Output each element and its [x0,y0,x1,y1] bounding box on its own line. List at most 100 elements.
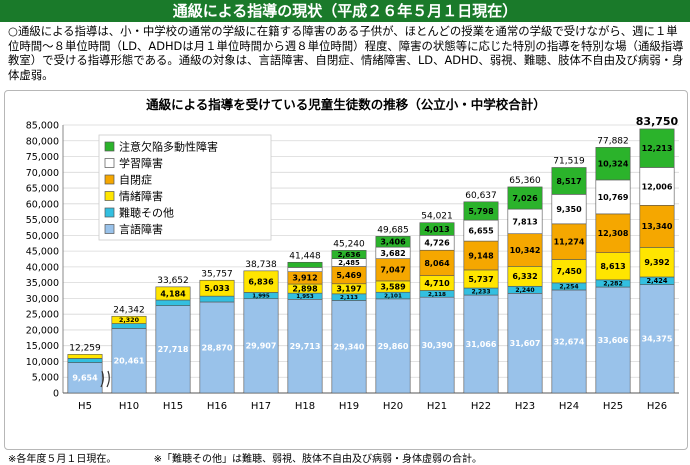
data-label: 34,375 [642,335,673,344]
bar-segment [243,298,279,394]
bar-segment [639,284,675,394]
footnote-1: ※各年度５月１日現在。 [8,454,117,465]
x-tick-label: H15 [163,401,183,412]
data-label: 7,026 [512,194,538,203]
axis-break-mark [106,370,110,388]
data-label: 29,340 [334,343,365,352]
bar-segment [67,354,103,359]
data-label: 2,424 [647,277,668,285]
bar-segment [551,167,587,195]
bar-segment [639,205,675,248]
bar-segment [287,299,323,394]
y-tick-label: 80,000 [26,136,59,147]
data-label: 8,064 [424,259,450,268]
bar-segment [639,247,675,278]
legend-swatch [104,174,115,185]
data-label: 29,907 [246,342,277,351]
bar-segment [463,201,499,221]
data-label: 2,320 [119,317,140,324]
y-tick-label: 25,000 [26,310,59,321]
bar-segment [199,295,235,303]
data-label: 2,282 [603,281,623,288]
data-label: 12,213 [642,144,673,153]
data-label: 7,450 [556,267,582,276]
y-tick-label: 75,000 [26,152,59,163]
bar-segment [419,249,455,276]
data-label: 3,682 [380,249,405,258]
x-tick-label: H23 [515,401,535,412]
data-label: 9,350 [556,205,582,214]
total-label: 71,519 [553,157,585,167]
data-label: 28,870 [202,343,233,352]
x-tick-label: H24 [559,401,579,412]
bar-segment [551,289,587,394]
x-tick-label: H21 [427,401,447,412]
data-label: 1,995 [252,294,270,300]
y-tick-label: 45,000 [26,247,59,258]
y-tick-label: 15,000 [26,341,59,352]
bar-segment [595,213,631,253]
bar-segment [331,300,367,394]
data-label: 3,406 [380,238,406,247]
data-label: 2,254 [559,284,578,291]
data-label: 6,836 [248,278,274,287]
x-tick-label: H18 [295,401,315,412]
data-label: 9,654 [72,374,98,383]
data-label: 31,607 [510,339,541,348]
y-tick-label: 70,000 [26,168,59,179]
data-label: 29,860 [378,342,409,351]
data-label: 29,713 [290,342,321,351]
bar-segment [111,315,147,324]
x-tick-label: H25 [603,401,623,412]
total-label: 41,448 [289,251,321,261]
data-label: 13,340 [642,222,673,231]
legend-label: 自閉症 [119,173,152,187]
data-label: 5,737 [468,275,493,284]
data-label: 3,589 [380,282,406,291]
x-tick-label: H20 [383,401,403,412]
x-tick-label: H5 [78,401,92,412]
data-label: 10,769 [598,193,629,202]
data-label: 12,308 [598,229,629,238]
footnotes: ※各年度５月１日現在。 ※「難聴その他」は難聴、弱視、肢体不自由及び病弱・身体虚… [8,450,516,465]
footnote-2: ※「難聴その他」は難聴、弱視、肢体不自由及び病弱・身体虚弱の合計。 [153,454,482,465]
y-tick-label: 60,000 [26,199,59,210]
x-tick-label: H22 [471,401,491,412]
bar-segment [463,240,499,271]
data-label: 3,912 [292,274,317,283]
data-label: 2,113 [340,295,358,301]
data-label: 5,798 [468,207,494,216]
legend-swatch [104,224,115,234]
axis-break-mark [100,370,104,388]
data-label: 5,469 [336,271,362,280]
bar-segment [287,261,323,268]
legend-swatch [104,141,115,152]
data-label: 12,006 [642,182,673,191]
data-label: 7,047 [380,266,405,275]
x-tick-label: H26 [647,401,667,412]
total-label: 24,342 [113,305,145,315]
total-label: 83,750 [636,115,679,128]
bar-segment [287,267,323,272]
bar-segment [67,362,103,394]
bar-segment [199,279,235,297]
bar-segment [243,270,279,293]
data-label: 27,718 [158,345,189,354]
data-label: 2,240 [515,287,534,294]
bar-segment [331,250,367,259]
total-label: 38,738 [245,260,277,270]
data-label: 2,485 [338,259,360,267]
data-label: 8,517 [556,177,581,186]
data-label: 33,606 [598,336,629,345]
y-tick-label: 65,000 [26,184,59,195]
data-label: 2,636 [337,250,360,259]
total-label: 49,685 [377,225,409,235]
y-tick-label: 40,000 [26,262,59,273]
data-label: 1,953 [296,294,314,300]
legend-swatch [104,191,115,201]
y-tick-label: 30,000 [26,294,59,305]
bar-segment [111,328,147,394]
x-tick-label: H19 [339,401,359,412]
y-tick-label: 55,000 [26,215,59,226]
data-label: 2,101 [384,294,402,300]
